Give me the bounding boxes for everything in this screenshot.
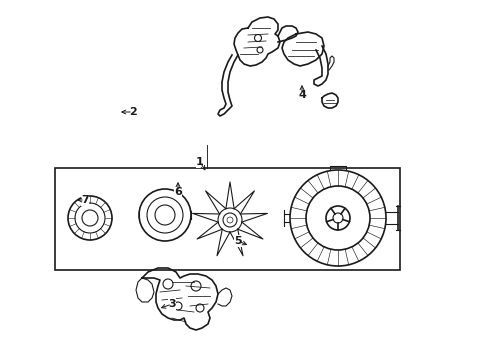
Text: 7: 7 [81,195,89,205]
Text: 5: 5 [234,236,242,246]
Bar [55,168,400,270]
Text: 2: 2 [129,107,137,117]
Text: 4: 4 [298,90,306,100]
Text: 3: 3 [168,299,176,309]
Text: 1: 1 [196,157,204,167]
Text: 6: 6 [174,187,182,197]
